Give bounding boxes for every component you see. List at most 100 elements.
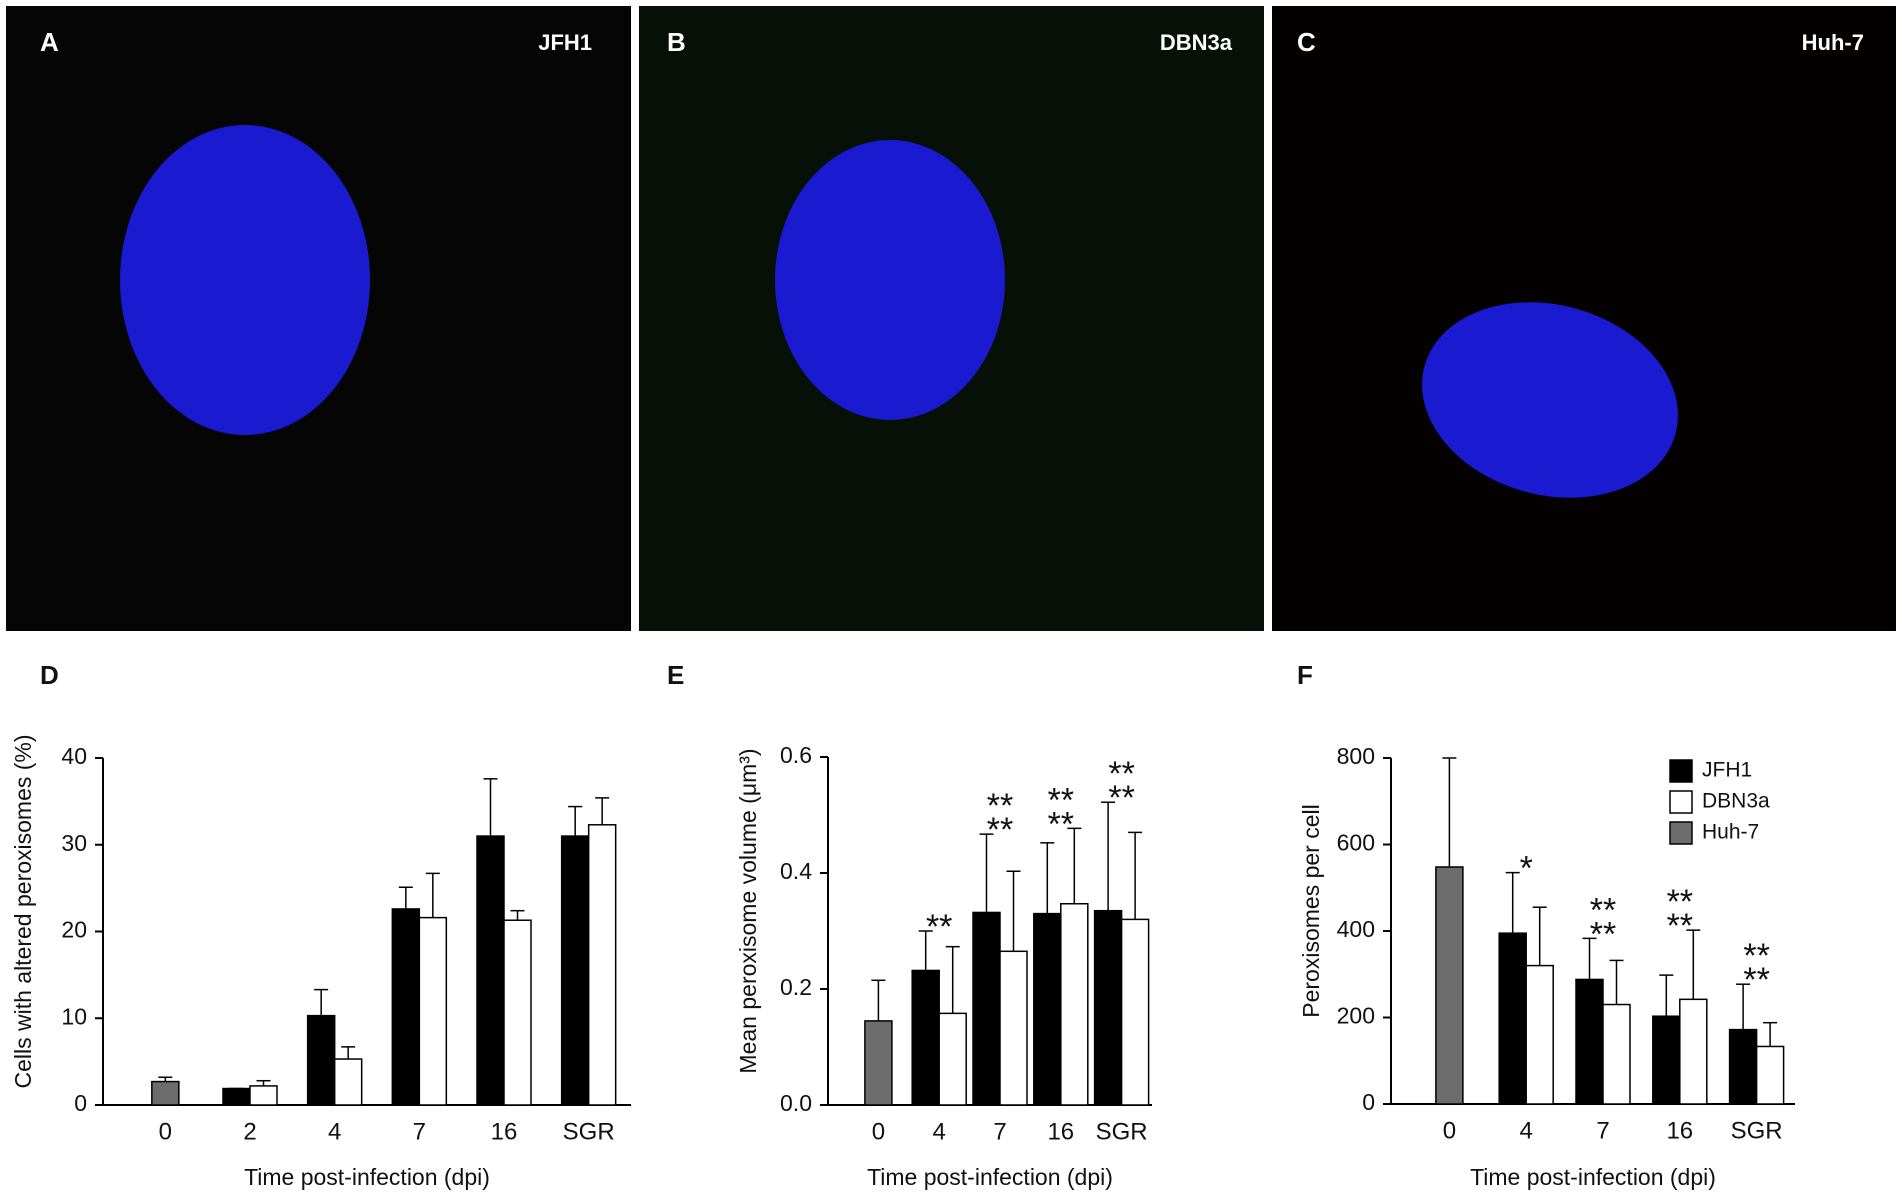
error-bar — [1763, 1021, 1778, 1047]
panel-letter: C — [1297, 27, 1316, 57]
star-row: ** — [1108, 779, 1134, 817]
x-tick-label: 16 — [491, 1118, 518, 1145]
error-bar — [1442, 757, 1457, 867]
image-panel: A JFH1 — [6, 6, 631, 631]
y-tick-label: 400 — [1337, 916, 1375, 942]
bar — [1435, 866, 1464, 1105]
star-row: ** — [987, 787, 1013, 825]
bar — [1525, 964, 1554, 1105]
panel-letter: A — [40, 27, 59, 57]
y-tick-label: 600 — [1337, 830, 1375, 856]
panel-label: Huh-7 — [1802, 30, 1864, 55]
x-axis-label: Time post-infection (dpi) — [867, 1164, 1113, 1190]
y-tick-label: 10 — [61, 1003, 87, 1029]
chart: F 0 200 400 600 800 Peroxisomes per cell Time p… — [1297, 660, 1795, 1190]
y-tick-label: 40 — [61, 743, 87, 769]
error-bar — [595, 797, 610, 825]
bar — [503, 919, 532, 1106]
bar — [1679, 998, 1708, 1105]
star-row: ** — [1743, 961, 1769, 999]
bar — [476, 835, 505, 1106]
x-tick-label: SGR — [1096, 1118, 1148, 1145]
bar — [972, 911, 1001, 1106]
legend-swatch — [1669, 821, 1693, 845]
bar — [306, 1014, 336, 1106]
error-bar — [1040, 842, 1055, 914]
star-row: ** — [1590, 891, 1616, 929]
nucleus — [1422, 302, 1678, 498]
x-tick-label: 4 — [1520, 1117, 1533, 1144]
bar — [1033, 912, 1062, 1106]
significance-stars: ** ** — [1667, 883, 1693, 945]
panel-label: DBN3a — [1160, 30, 1233, 55]
image-panel: B DBN3a — [639, 6, 1264, 631]
bar — [222, 1087, 251, 1106]
bar — [1728, 1028, 1758, 1105]
bar — [1575, 978, 1604, 1105]
error-bar — [341, 1046, 356, 1060]
bar — [1060, 902, 1089, 1106]
bar — [938, 1012, 967, 1106]
x-tick-label: 7 — [413, 1118, 426, 1145]
x-tick-label: 16 — [1047, 1118, 1074, 1145]
panel-letter: F — [1297, 660, 1313, 690]
x-axis-label: Time post-infection (dpi) — [1470, 1164, 1716, 1190]
bar — [587, 824, 617, 1106]
bar — [151, 1080, 180, 1106]
y-tick-label: 0.0 — [780, 1090, 812, 1116]
y-axis-label: Cells with altered peroxisomes (%) — [10, 734, 36, 1088]
significance-stars: ** ** — [1743, 937, 1769, 999]
error-bar — [483, 778, 498, 837]
nucleus — [120, 125, 370, 435]
legend-label: DBN3a — [1702, 790, 1770, 813]
significance-stars: ** ** — [1590, 891, 1616, 953]
y-tick-label: 0 — [1362, 1089, 1375, 1115]
error-bar — [871, 979, 886, 1021]
y-tick-label: 20 — [61, 917, 87, 943]
bar — [418, 916, 448, 1106]
legend-swatch — [1669, 790, 1693, 814]
bar — [1093, 909, 1123, 1106]
panel-letter: D — [40, 660, 59, 690]
x-tick-label: 4 — [328, 1118, 341, 1145]
star-row: * — [1520, 850, 1533, 888]
y-tick-label: 0.6 — [780, 742, 812, 768]
error-bar — [1659, 974, 1674, 1017]
bar — [560, 835, 590, 1106]
bar — [1652, 1015, 1681, 1105]
star-row: ** — [1743, 937, 1769, 975]
error-bar — [1006, 870, 1021, 952]
bar — [333, 1058, 363, 1106]
error-bar — [1532, 906, 1547, 966]
star-row: ** — [1108, 755, 1134, 793]
bar — [864, 1020, 893, 1106]
error-bar — [510, 909, 525, 921]
legend-swatch — [1669, 759, 1693, 783]
y-axis-label: Mean peroxisome volume (μm³) — [735, 748, 761, 1073]
bar — [1755, 1045, 1785, 1105]
panel-letter: E — [667, 660, 684, 690]
x-tick-label: 7 — [993, 1118, 1006, 1145]
y-tick-label: 0.4 — [780, 858, 812, 884]
star-row: ** — [1667, 907, 1693, 945]
x-tick-label: 0 — [872, 1118, 885, 1145]
star-row: ** — [1667, 883, 1693, 921]
x-tick-label: 0 — [1443, 1117, 1456, 1144]
star-row: ** — [1048, 781, 1074, 819]
x-axis-label: Time post-infection (dpi) — [244, 1164, 490, 1190]
error-bar — [425, 872, 440, 918]
error-bar — [1067, 827, 1082, 904]
y-tick-label: 0.2 — [780, 974, 812, 1000]
error-bar — [568, 805, 583, 837]
bar — [1602, 1003, 1631, 1105]
bar — [999, 950, 1028, 1106]
y-tick-label: 0 — [74, 1090, 87, 1116]
x-tick-label: 4 — [933, 1118, 946, 1145]
error-bar — [1582, 937, 1597, 980]
x-tick-label: SGR — [1731, 1117, 1783, 1144]
error-bar — [945, 945, 960, 1014]
y-axis-label: Peroxisomes per cell — [1298, 804, 1324, 1017]
bar — [1498, 932, 1527, 1105]
